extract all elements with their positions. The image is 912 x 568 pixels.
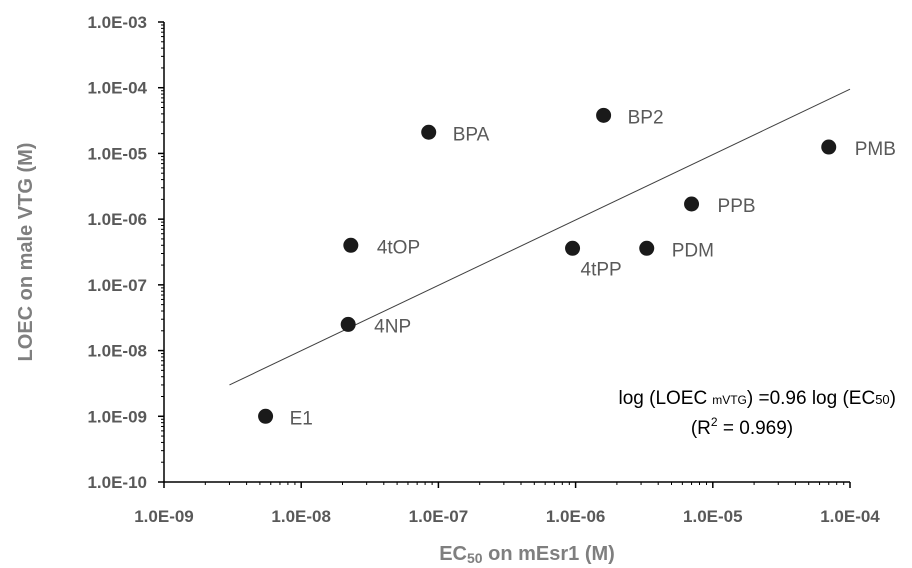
r-squared-prefix: (R (691, 418, 711, 439)
y-tick-label: 1.0E-03 (87, 13, 147, 32)
x-tick-label: 1.0E-09 (134, 507, 194, 526)
y-tick-label: 1.0E-05 (87, 144, 147, 163)
minor-ticks (161, 24, 845, 485)
equation-sub2: 50 (875, 392, 889, 407)
point-label-4top: 4tOP (377, 237, 420, 258)
x-tick-label: 1.0E-06 (546, 507, 606, 526)
point-label-4tpp: 4tPP (581, 259, 622, 280)
x-axis-title: EC50 on mEsr1 (M) (439, 543, 615, 566)
r-squared-rest: = 0.969) (718, 418, 794, 439)
point-e1 (258, 408, 274, 424)
point-4np (340, 316, 356, 332)
y-tick-labels: 1.0E-10 1.0E-09 1.0E-08 1.0E-07 1.0E-06 1.0E-… (87, 13, 164, 492)
x-tick-label: 1.0E-04 (820, 507, 880, 526)
point-bpa (421, 124, 437, 140)
x-tick-labels: 1.0E-09 1.0E-08 1.0E-07 1.0E-06 1.0E-05 1.0E-… (134, 482, 880, 526)
equation-part2: ) =0.96 log (EC (747, 388, 875, 409)
r-squared-sup: 2 (711, 415, 718, 429)
point-bp2 (596, 107, 612, 123)
x-tick-label: 1.0E-05 (683, 507, 743, 526)
regression-equation: log (LOEC mVTG) =0.96 log (EC50) (619, 388, 897, 409)
x-axis-title-main: EC (439, 543, 467, 565)
equation-part1: log (LOEC (619, 388, 708, 409)
y-axis-title: LOEC on male VTG (M) (15, 143, 37, 362)
point-pdm (639, 240, 655, 256)
point-labels: E1 4NP 4tOP BPA 4tPP BP2 PDM PPB PMB (290, 107, 896, 429)
data-points (258, 107, 837, 424)
point-label-ppb: PPB (718, 196, 756, 217)
axes (163, 22, 850, 483)
y-tick-label: 1.0E-06 (87, 210, 147, 229)
y-tick-label: 1.0E-04 (87, 79, 147, 98)
y-tick-label: 1.0E-07 (87, 276, 147, 295)
point-label-4np: 4NP (374, 316, 411, 337)
equation-sub1: mVTG (712, 393, 747, 407)
y-tick-label: 1.0E-10 (87, 473, 147, 492)
point-label-bp2: BP2 (628, 107, 664, 128)
r-squared: (R2 = 0.969) (691, 415, 793, 439)
point-pmb (821, 139, 837, 155)
x-tick-label: 1.0E-08 (271, 507, 331, 526)
x-axis-title-rest: on mEsr1 (M) (483, 543, 615, 565)
x-axis-title-sub: 50 (467, 550, 483, 566)
point-4top (343, 237, 359, 253)
y-tick-label: 1.0E-09 (87, 407, 147, 426)
point-4tpp (565, 240, 581, 256)
trendline (229, 88, 851, 386)
y-tick-label: 1.0E-08 (87, 342, 147, 361)
point-label-pdm: PDM (672, 240, 714, 261)
point-label-bpa: BPA (453, 124, 490, 145)
equation-part3: ) (890, 388, 896, 409)
point-label-pmb: PMB (855, 139, 896, 160)
point-label-e1: E1 (290, 408, 313, 429)
point-ppb (684, 196, 700, 212)
x-tick-label: 1.0E-07 (409, 507, 469, 526)
